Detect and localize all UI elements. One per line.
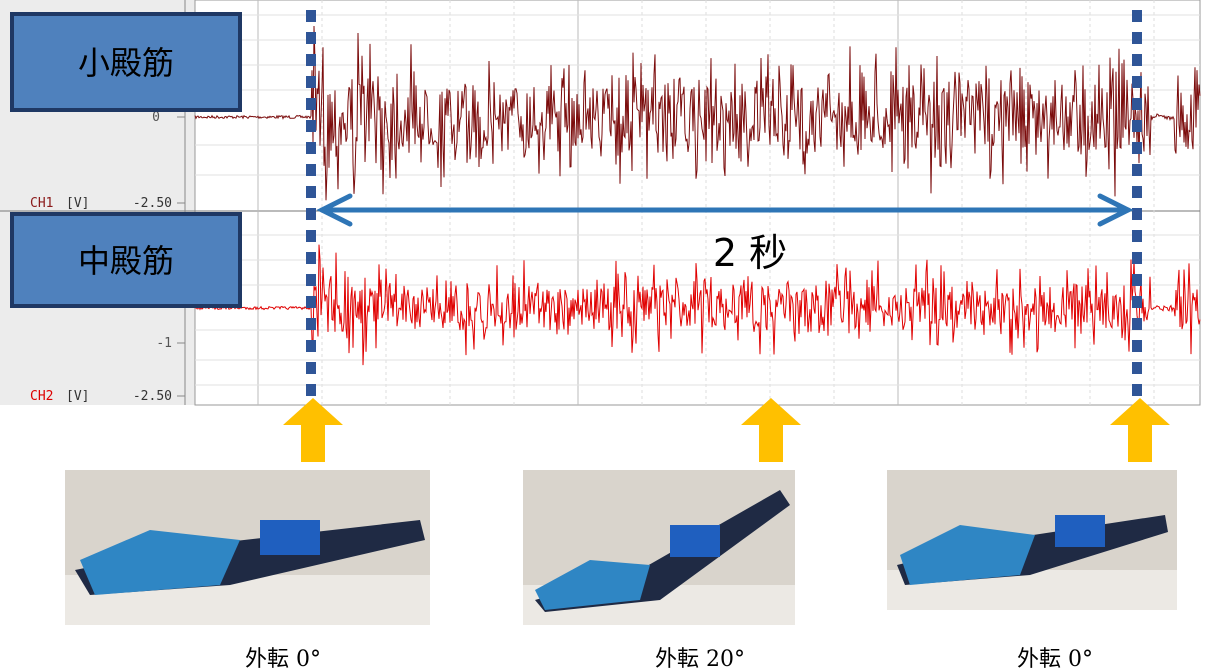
duration-label: 2 秒 (713, 231, 787, 275)
photo (65, 470, 430, 625)
ch1-unit: [V] (66, 196, 89, 211)
photo-caption: 外転 20° (655, 647, 745, 668)
ch2-name: CH2 (30, 389, 53, 404)
slide: 0 CH1 [V] -2.50 -1 CH2 [V] -2.50 小殿筋 中殿筋… (0, 0, 1205, 668)
ch2-unit: [V] (66, 389, 89, 404)
plot-area (195, 0, 1200, 405)
muscle-label: 中殿筋 (78, 242, 174, 280)
pointer-arrows (283, 398, 1170, 462)
photo-caption: 外転 0° (1017, 647, 1093, 668)
ch1-zero: 0 (152, 110, 160, 125)
photo (523, 470, 795, 625)
photo-caption: 外転 0° (245, 647, 321, 668)
ch1-name: CH1 (30, 196, 53, 211)
ch2-min: -2.50 (133, 389, 172, 404)
photo (887, 470, 1177, 610)
muscle-label: 小殿筋 (78, 44, 174, 82)
ch2-tick: -1 (156, 336, 172, 351)
ch1-min: -2.50 (133, 196, 172, 211)
